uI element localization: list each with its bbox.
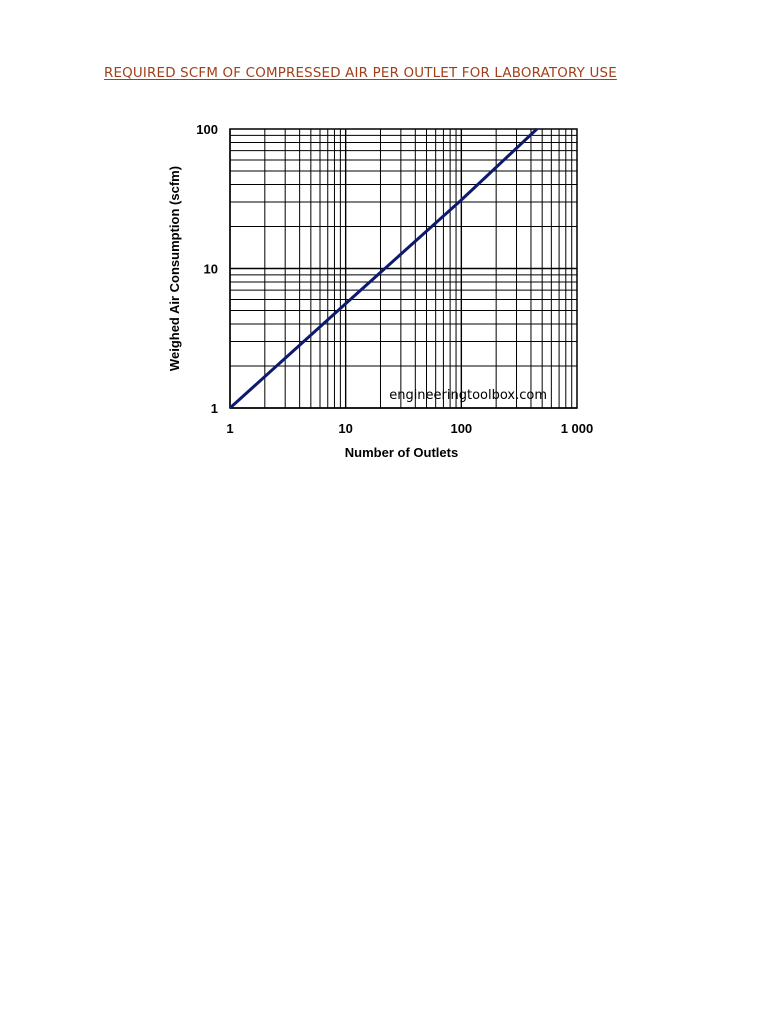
x-tick-label: 10 (338, 421, 352, 436)
series-line (228, 127, 538, 410)
y-tick-labels: 1 10 100 (196, 122, 218, 416)
document-title[interactable]: REQUIRED SCFM OF COMPRESSED AIR PER OUTL… (104, 66, 617, 81)
x-tick-label: 1 000 (561, 421, 594, 436)
x-axis-title: Number of Outlets (345, 445, 458, 460)
plot-frame (229, 128, 578, 409)
grid-lines (229, 129, 577, 409)
y-axis-title: Weighed Air Consumption (scfm) (167, 166, 182, 371)
series-layer (228, 127, 538, 410)
x-tick-labels: 1 10 100 1 000 (226, 421, 593, 436)
x-tick-label: 100 (450, 421, 472, 436)
y-tick-label: 1 (211, 401, 218, 416)
watermark-text: engineeringtoolbox.com (389, 388, 547, 403)
y-tick-label: 100 (196, 122, 218, 137)
x-tick-label: 1 (226, 421, 233, 436)
y-tick-label: 10 (204, 262, 218, 277)
